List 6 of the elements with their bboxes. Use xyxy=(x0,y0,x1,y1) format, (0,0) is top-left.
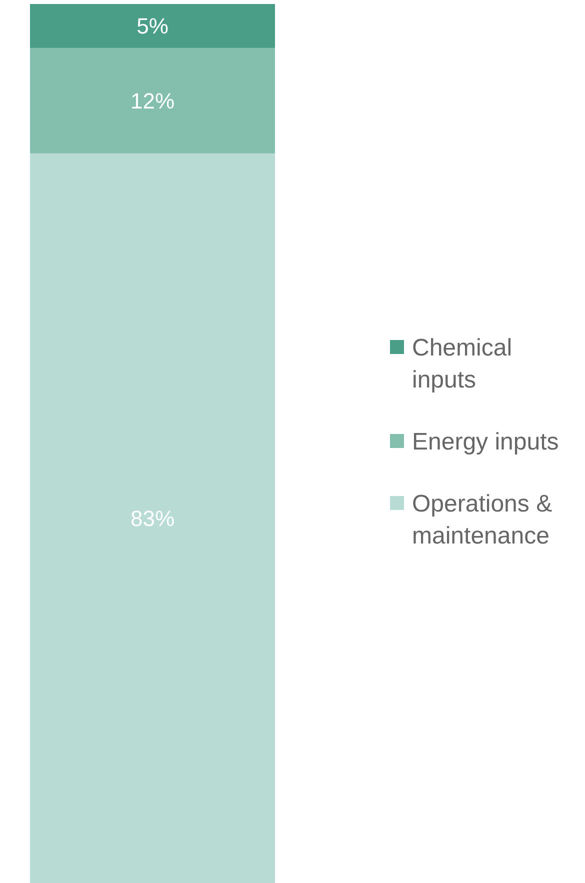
data-label: 12% xyxy=(130,88,175,114)
legend-label: Chemical inputs xyxy=(412,334,512,394)
legend-label: Energy inputs xyxy=(412,428,559,456)
data-label: 83% xyxy=(130,506,175,531)
data-label: 5% xyxy=(136,14,168,39)
legend-label: Operations & maintenance xyxy=(412,490,552,550)
